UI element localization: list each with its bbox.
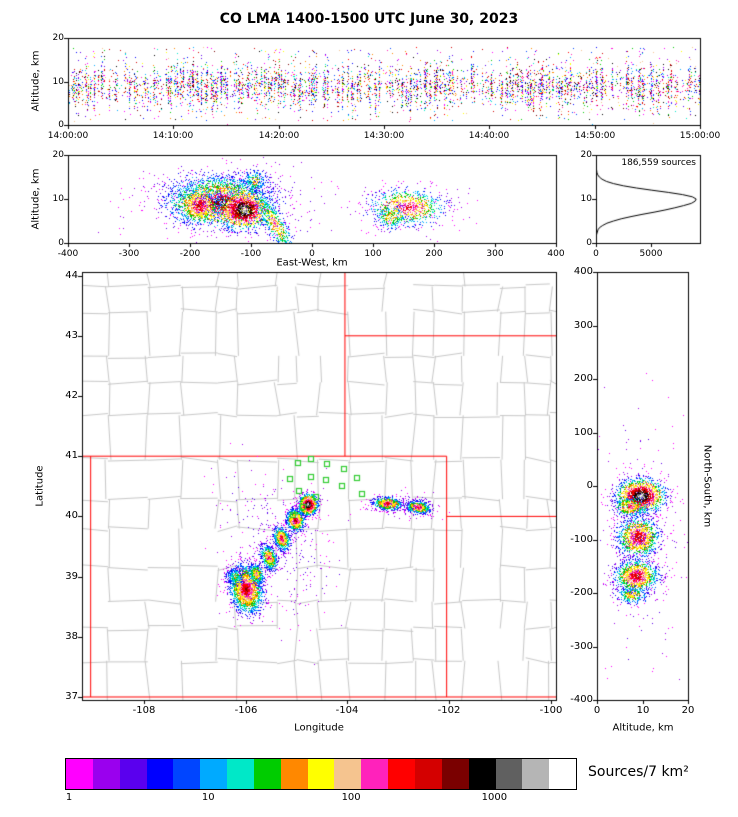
tick-label: 37: [65, 691, 78, 702]
tick-label: 39: [65, 571, 78, 582]
tick-label: 100: [573, 427, 593, 438]
tick-label: 20: [52, 33, 64, 43]
tick-label: 0: [58, 238, 64, 248]
colorbar-segment: [307, 759, 335, 789]
tick-label: 10: [52, 194, 64, 204]
tick-label: 0: [586, 238, 592, 248]
tick-label: 300: [486, 249, 504, 259]
tick-label: 20: [580, 150, 592, 160]
tick-label: 43: [65, 330, 78, 341]
tick-label: 0: [309, 249, 315, 259]
tick-label: 10: [201, 792, 215, 803]
tick-label: 200: [573, 373, 593, 384]
tick-label: 1000: [481, 792, 508, 803]
tick-label: 10: [52, 77, 64, 87]
colorbar-segment: [495, 759, 523, 789]
tick-label: -400: [570, 694, 593, 705]
tick-label: 100: [341, 792, 361, 803]
tick-label: 41: [65, 450, 78, 461]
tick-label: 400: [547, 249, 565, 259]
colorbar-segment: [66, 759, 93, 789]
colorbar-segment: [253, 759, 281, 789]
tick-label: -200: [179, 249, 201, 259]
colorbar-segment: [173, 759, 201, 789]
colorbar-segment: [146, 759, 174, 789]
colorbar-segment: [414, 759, 442, 789]
colorbar-segment: [549, 759, 577, 789]
colorbar-segment: [388, 759, 415, 789]
tick-label: 20: [681, 705, 695, 716]
tick-label: 15:00:00: [679, 131, 721, 141]
tick-label: -108: [132, 705, 156, 716]
density-colorbar: [65, 758, 577, 790]
tick-label: 14:10:00: [152, 131, 194, 141]
colorbar-label: Sources/7 km²: [588, 764, 689, 780]
tick-label: 14:00:00: [47, 131, 89, 141]
tick-label: 200: [425, 249, 443, 259]
tick-label: 10: [636, 705, 650, 716]
colorbar-segment: [227, 759, 254, 789]
tick-label: -200: [570, 587, 593, 598]
tick-label: -100: [539, 705, 563, 716]
colorbar-segment: [92, 759, 120, 789]
tick-label: 44: [65, 270, 78, 281]
tick-label: 0: [586, 480, 593, 491]
map-ylabel: Latitude: [34, 465, 46, 507]
tick-label: 400: [573, 266, 593, 277]
colorbar-segment: [468, 759, 496, 789]
colorbar-segment: [361, 759, 389, 789]
colorbar-segment: [200, 759, 228, 789]
tick-label: 5000: [639, 249, 663, 259]
colorbar-segment: [119, 759, 147, 789]
ew-cross-xlabel: East-West, km: [276, 257, 348, 269]
colorbar-segment: [522, 759, 550, 789]
tick-label: 14:30:00: [363, 131, 405, 141]
ns-cross-ylabel: North-South, km: [701, 444, 713, 528]
colorbar-segment: [441, 759, 469, 789]
tick-label: -400: [57, 249, 79, 259]
tick-label: -104: [335, 705, 359, 716]
tick-label: 300: [573, 320, 593, 331]
tick-label: 1: [65, 792, 73, 803]
source-count-annotation: 186,559 sources: [621, 158, 696, 168]
tick-label: -100: [240, 249, 262, 259]
tick-label: 38: [65, 631, 78, 642]
tick-label: 42: [65, 390, 78, 401]
tick-label: -300: [570, 641, 593, 652]
tick-label: -300: [118, 249, 140, 259]
plot-title: CO LMA 1400-1500 UTC June 30, 2023: [219, 11, 519, 27]
tick-label: 20: [52, 150, 64, 160]
tick-label: 14:20:00: [258, 131, 300, 141]
tick-label: 10: [580, 194, 592, 204]
tick-label: 100: [364, 249, 382, 259]
tick-label: -100: [570, 534, 593, 545]
tick-label: 40: [65, 510, 78, 521]
ns-cross-xlabel: Altitude, km: [612, 722, 674, 734]
tick-label: -102: [437, 705, 461, 716]
tick-label: 14:50:00: [574, 131, 616, 141]
tick-label: 0: [58, 120, 64, 130]
colorbar-segment: [280, 759, 308, 789]
colorbar-segment: [334, 759, 362, 789]
tick-label: -106: [234, 705, 258, 716]
tick-label: 0: [593, 705, 601, 716]
tick-label: 14:40:00: [468, 131, 510, 141]
map-xlabel: Longitude: [294, 722, 344, 734]
tick-label: 0: [593, 249, 599, 259]
